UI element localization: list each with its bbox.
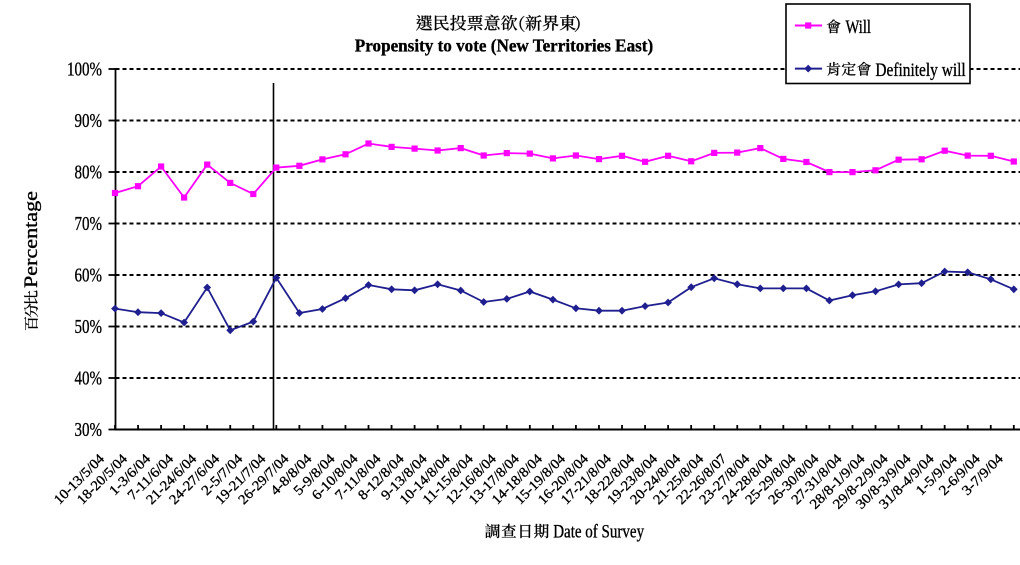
svg-text:90%: 90%: [75, 110, 103, 132]
svg-text:60%: 60%: [75, 265, 103, 287]
svg-text:Percentage: Percentage: [21, 191, 42, 288]
svg-text:80%: 80%: [75, 162, 103, 184]
svg-text:70%: 70%: [75, 213, 103, 235]
svg-text:50%: 50%: [75, 316, 103, 338]
svg-text:Date of Survey: Date of Survey: [553, 522, 645, 542]
svg-text:100%: 100%: [67, 59, 102, 81]
svg-text:40%: 40%: [75, 368, 103, 390]
svg-text:30%: 30%: [75, 419, 103, 441]
svg-text:Propensity to vote (New Territ: Propensity to vote (New Territories East…: [355, 36, 654, 56]
svg-text:Definitely will: Definitely will: [875, 61, 965, 81]
svg-text:Will: Will: [846, 18, 872, 38]
